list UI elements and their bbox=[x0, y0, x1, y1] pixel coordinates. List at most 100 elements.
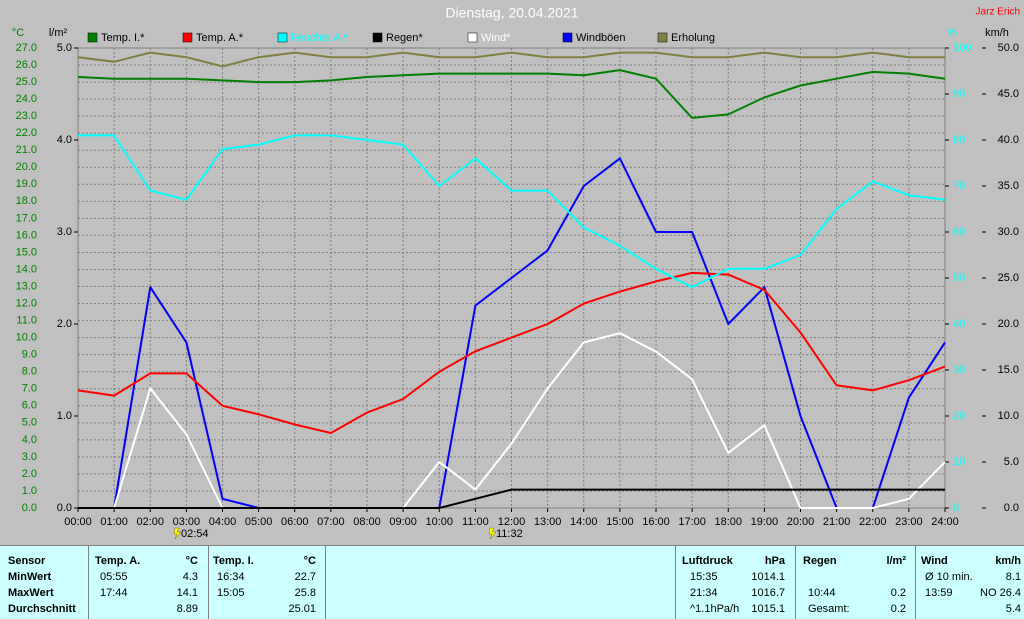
table-header: °C bbox=[303, 555, 316, 567]
series-line bbox=[77, 51, 945, 68]
table-cell: 15:35 bbox=[690, 571, 718, 583]
legend-swatch bbox=[87, 32, 98, 43]
separator bbox=[325, 546, 326, 619]
table-header: Regen bbox=[803, 555, 837, 567]
table-header: Luftdruck bbox=[682, 555, 733, 567]
y-tick-label: 18.0 bbox=[16, 195, 37, 207]
table-cell: 10:44 bbox=[808, 587, 836, 599]
table-cell: 14.1 bbox=[176, 587, 198, 599]
y-tick-label: 10.0 bbox=[16, 332, 37, 344]
separator bbox=[88, 546, 89, 619]
separator bbox=[208, 546, 209, 619]
table-header: l/m² bbox=[886, 555, 906, 567]
y3-tick-label: 40 bbox=[953, 318, 965, 330]
series-line bbox=[78, 157, 946, 509]
separator bbox=[915, 546, 916, 619]
author: Jarz Erich bbox=[976, 7, 1020, 18]
x-tick-label: 22:00 bbox=[859, 516, 887, 528]
y-tick-label: 3.0 bbox=[22, 451, 37, 463]
y-tick-label: 13.0 bbox=[16, 280, 37, 292]
legend-swatch bbox=[372, 32, 383, 43]
table-header: Sensor bbox=[8, 555, 46, 567]
y-tick-label: 6.0 bbox=[22, 400, 37, 412]
y-tick-label: 23.0 bbox=[16, 110, 37, 122]
x-tick-label: 14:00 bbox=[570, 516, 598, 528]
y-tick-label: 0.0 bbox=[22, 502, 37, 514]
y-tick-label: 7.0 bbox=[22, 383, 37, 395]
table-cell: 13:59 bbox=[925, 587, 953, 599]
y-tick-label: 4.0 bbox=[22, 434, 37, 446]
legend-label: Temp. I.* bbox=[101, 32, 145, 44]
table-cell: 5.4 bbox=[1005, 603, 1021, 615]
x-tick-label: 01:00 bbox=[100, 516, 128, 528]
legend-swatch bbox=[277, 32, 288, 43]
x-tick-label: 15:00 bbox=[606, 516, 634, 528]
x-tick-label: 17:00 bbox=[678, 516, 706, 528]
y3-tick-label: 50 bbox=[953, 272, 965, 284]
table-cell: MinWert bbox=[8, 571, 52, 583]
y-tick-label: 20.0 bbox=[16, 161, 37, 173]
table-header: Temp. A. bbox=[95, 555, 141, 567]
table-cell: Gesamt: bbox=[808, 603, 850, 615]
y4-tick-label: 35.0 bbox=[998, 180, 1019, 192]
table-header: Temp. I. bbox=[213, 555, 254, 567]
x-tick-label: 11:00 bbox=[462, 516, 489, 528]
x-tick-label: 21:00 bbox=[823, 516, 851, 528]
legend-label: Wind* bbox=[481, 32, 511, 44]
y-tick-label: 1.0 bbox=[22, 485, 37, 497]
series-line bbox=[78, 134, 946, 289]
y2-tick-label: 3.0 bbox=[57, 226, 72, 238]
y3-tick-label: 0 bbox=[953, 502, 959, 514]
y-tick-label: 5.0 bbox=[22, 417, 37, 429]
y-tick-label: 11.0 bbox=[16, 314, 37, 326]
table-cell: 8.1 bbox=[1005, 571, 1021, 583]
x-tick-label: 04:00 bbox=[209, 516, 237, 528]
table-cell: 15:05 bbox=[217, 587, 245, 599]
y4-tick-label: 5.0 bbox=[1004, 456, 1019, 468]
table-cell: ^1.1hPa/h bbox=[690, 603, 740, 615]
y4-tick-label: 40.0 bbox=[998, 134, 1019, 146]
chart-title: Dienstag, 20.04.2021 bbox=[445, 5, 578, 21]
lightning-icon bbox=[173, 527, 182, 540]
x-tick-label: 09:00 bbox=[389, 516, 417, 528]
legend-label: Temp. A.* bbox=[196, 32, 244, 44]
y3-tick-label: 20 bbox=[953, 410, 965, 422]
annotation: 11:32 bbox=[496, 528, 523, 540]
x-tick-label: 10:00 bbox=[425, 516, 453, 528]
legend-label: Feuchte A.* bbox=[291, 32, 349, 44]
y4-tick-label: 25.0 bbox=[998, 272, 1019, 284]
x-tick-label: 18:00 bbox=[714, 516, 742, 528]
x-tick-label: 24:00 bbox=[931, 516, 959, 528]
x-tick-label: 07:00 bbox=[317, 516, 345, 528]
y3-tick-label: 90 bbox=[953, 88, 965, 100]
annotation: 02:54 bbox=[181, 528, 209, 540]
y-axis-label: °C bbox=[12, 27, 24, 39]
legend-label: Windböen bbox=[576, 32, 626, 44]
table-cell: Ø 10 min. bbox=[925, 571, 973, 583]
x-tick-label: 00:00 bbox=[64, 516, 92, 528]
table-cell: 05:55 bbox=[100, 571, 128, 583]
x-tick-label: 19:00 bbox=[751, 516, 779, 528]
x-tick-label: 20:00 bbox=[787, 516, 815, 528]
x-tick-label: 13:00 bbox=[534, 516, 562, 528]
table-cell: 25.01 bbox=[288, 603, 316, 615]
y3-tick-label: 10 bbox=[953, 456, 965, 468]
y-tick-label: 26.0 bbox=[16, 59, 37, 71]
y-tick-label: 15.0 bbox=[16, 246, 37, 258]
y-tick-label: 14.0 bbox=[16, 263, 37, 275]
y-tick-label: 12.0 bbox=[16, 297, 37, 309]
y4-tick-label: 0.0 bbox=[1004, 502, 1019, 514]
table-cell: 1015.1 bbox=[751, 603, 785, 615]
legend-label: Regen* bbox=[386, 32, 423, 44]
y3-tick-label: 80 bbox=[953, 134, 965, 146]
x-tick-label: 03:00 bbox=[173, 516, 201, 528]
y-tick-label: 24.0 bbox=[16, 93, 37, 105]
y4-tick-label: 45.0 bbox=[998, 88, 1019, 100]
legend-label: Erholung bbox=[671, 32, 715, 44]
table-cell: 1016.7 bbox=[751, 587, 785, 599]
y-tick-label: 8.0 bbox=[22, 366, 37, 378]
separator bbox=[675, 546, 676, 619]
y2-tick-label: 4.0 bbox=[57, 134, 72, 146]
y4-axis-label: km/h bbox=[985, 27, 1009, 39]
